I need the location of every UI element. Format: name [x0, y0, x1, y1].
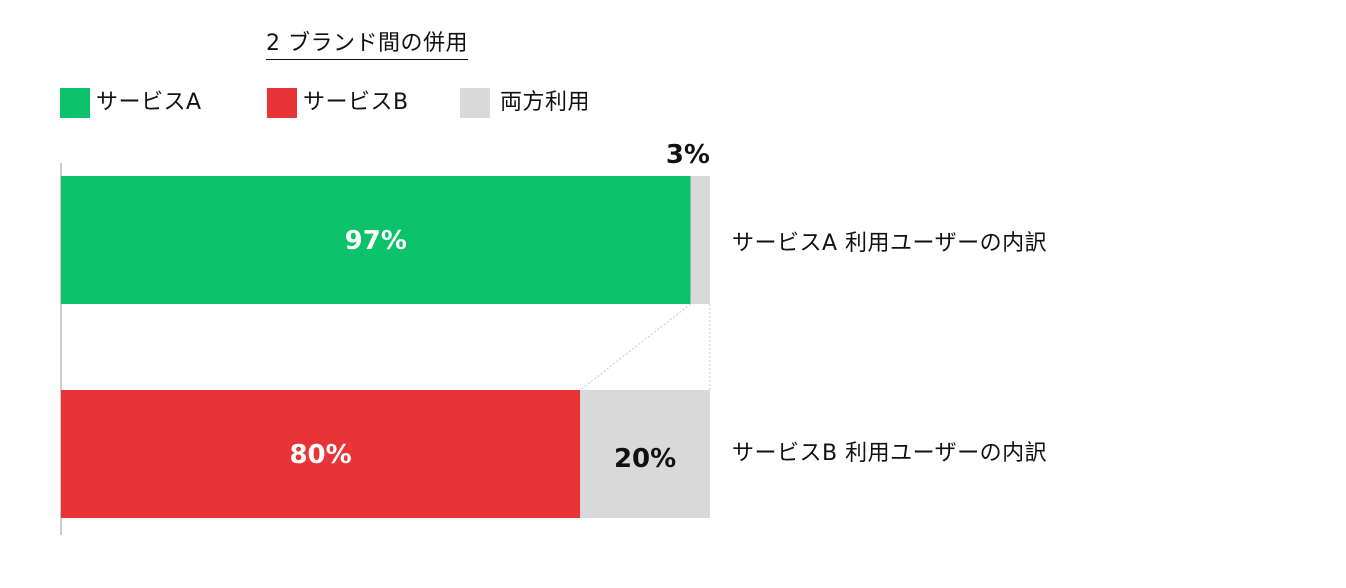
legend-swatch-service-b — [267, 88, 297, 118]
bar-segment-row1-1 — [61, 176, 691, 304]
bar-segment-row2-2 — [580, 390, 710, 518]
data-label-row1-1: 97% — [345, 226, 407, 256]
data-label-row2-1: 80% — [289, 440, 351, 470]
bar-segment-row1-2 — [690, 176, 710, 304]
bar-segment-row2-1 — [61, 390, 581, 518]
chart-title: 2 ブランド間の併用 — [266, 30, 468, 60]
legend-label-service-a: サービスA — [96, 90, 202, 115]
legend-label-both: 両方利用 — [500, 90, 591, 115]
connector-line-1 — [579, 303, 691, 391]
legend-swatch-service-a — [60, 88, 90, 118]
data-label-row1-2: 3% — [666, 140, 710, 170]
row-label-service-a: サービスA 利用ユーザーの内訳 — [732, 231, 1048, 256]
legend-swatch-both — [460, 88, 490, 118]
row-label-service-b: サービスB 利用ユーザーの内訳 — [732, 441, 1048, 466]
legend-label-service-b: サービスB — [303, 90, 409, 115]
data-label-row2-2: 20% — [614, 444, 676, 474]
